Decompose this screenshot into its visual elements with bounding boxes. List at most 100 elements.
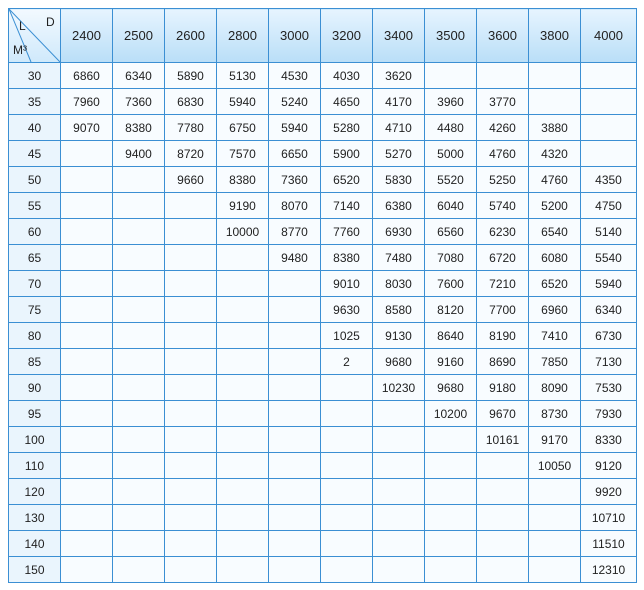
table-cell: 4750 <box>580 192 637 219</box>
table-cell: 4530 <box>268 62 321 89</box>
column-header: 3600 <box>476 8 529 63</box>
table-cell: 4260 <box>476 114 529 141</box>
table-cell <box>60 556 113 583</box>
row-header: 70 <box>8 270 61 297</box>
table-cell <box>60 218 113 245</box>
table-cell <box>112 452 165 479</box>
table-cell: 5250 <box>476 166 529 193</box>
table-row: 35 7960 7360 6830 5940 5240 4650 4170 3960 3770 <box>8 88 637 115</box>
table-cell: 9660 <box>164 166 217 193</box>
table-cell <box>164 218 217 245</box>
table-cell <box>216 530 269 557</box>
table-cell <box>112 296 165 323</box>
row-header: 65 <box>8 244 61 271</box>
table-cell: 9680 <box>372 348 425 375</box>
column-header: 2800 <box>216 8 269 63</box>
table-cell <box>528 530 581 557</box>
table-cell: 5940 <box>268 114 321 141</box>
table-cell <box>60 374 113 401</box>
table-cell <box>580 62 637 89</box>
row-header: 45 <box>8 140 61 167</box>
table-cell <box>372 426 425 453</box>
table-cell: 4760 <box>528 166 581 193</box>
table-cell: 5240 <box>268 88 321 115</box>
table-cell: 8580 <box>372 296 425 323</box>
table-row: 55 9190 8070 7140 6380 6040 5740 5200 4750 <box>8 192 637 219</box>
table-cell <box>112 348 165 375</box>
table-cell: 10161 <box>476 426 529 453</box>
table-cell: 8190 <box>476 322 529 349</box>
table-cell <box>580 140 637 167</box>
table-row: 75 9630 8580 8120 7700 6960 6340 <box>8 296 637 323</box>
table-cell: 9630 <box>320 296 373 323</box>
table-cell: 6960 <box>528 296 581 323</box>
table-row: 40 9070 8380 7780 6750 5940 5280 4710 4480 4260 38… <box>8 114 637 141</box>
table-cell: 8330 <box>580 426 637 453</box>
table-cell: 6380 <box>372 192 425 219</box>
table-cell: 6540 <box>528 218 581 245</box>
table-cell <box>320 452 373 479</box>
table-cell: 3960 <box>424 88 477 115</box>
table-cell: 8380 <box>112 114 165 141</box>
row-header: 80 <box>8 322 61 349</box>
table-cell <box>112 192 165 219</box>
table-cell: 3770 <box>476 88 529 115</box>
table-cell <box>268 348 321 375</box>
table-cell <box>164 504 217 531</box>
table-cell: 5140 <box>580 218 637 245</box>
table-cell: 8690 <box>476 348 529 375</box>
column-header: 3000 <box>268 8 321 63</box>
table-row: 45 9400 8720 7570 6650 5900 5270 5000 4760 4320 <box>8 140 637 167</box>
table-cell <box>580 88 637 115</box>
table-cell <box>112 218 165 245</box>
table-cell: 5130 <box>216 62 269 89</box>
table-cell <box>268 400 321 427</box>
table-cell: 6340 <box>580 296 637 323</box>
table-cell <box>60 166 113 193</box>
table-cell <box>60 530 113 557</box>
table-cell <box>60 140 113 167</box>
table-cell: 4030 <box>320 62 373 89</box>
table-cell <box>164 322 217 349</box>
table-cell <box>372 452 425 479</box>
table-cell <box>372 530 425 557</box>
table-cell: 8030 <box>372 270 425 297</box>
table-cell: 7960 <box>60 88 113 115</box>
table-cell: 9120 <box>580 452 637 479</box>
table-cell: 9130 <box>372 322 425 349</box>
table-row: 140 11510 <box>8 530 637 557</box>
table-cell <box>216 322 269 349</box>
column-header: 3200 <box>320 8 373 63</box>
table-cell <box>112 530 165 557</box>
table-cell: 8770 <box>268 218 321 245</box>
table-cell <box>216 270 269 297</box>
table-cell <box>268 530 321 557</box>
table-cell: 9010 <box>320 270 373 297</box>
table-cell <box>372 478 425 505</box>
row-header: 130 <box>8 504 61 531</box>
table-cell: 6520 <box>320 166 373 193</box>
table-cell: 7850 <box>528 348 581 375</box>
table-cell: 5280 <box>320 114 373 141</box>
table-cell <box>320 556 373 583</box>
table-cell: 11510 <box>580 530 637 557</box>
table-cell <box>424 556 477 583</box>
table-cell <box>216 504 269 531</box>
table-cell <box>320 478 373 505</box>
table-cell <box>268 556 321 583</box>
column-header: 4000 <box>580 8 637 63</box>
table-cell: 2 <box>320 348 373 375</box>
row-header: 120 <box>8 478 61 505</box>
table-cell <box>476 504 529 531</box>
corner-cell: L D M³ <box>8 8 61 63</box>
row-header: 55 <box>8 192 61 219</box>
table-cell <box>112 166 165 193</box>
table-cell: 4170 <box>372 88 425 115</box>
table-cell: 10000 <box>216 218 269 245</box>
table-cell: 9160 <box>424 348 477 375</box>
row-header: 50 <box>8 166 61 193</box>
table-cell <box>164 270 217 297</box>
table-cell: 4710 <box>372 114 425 141</box>
table-cell: 7760 <box>320 218 373 245</box>
